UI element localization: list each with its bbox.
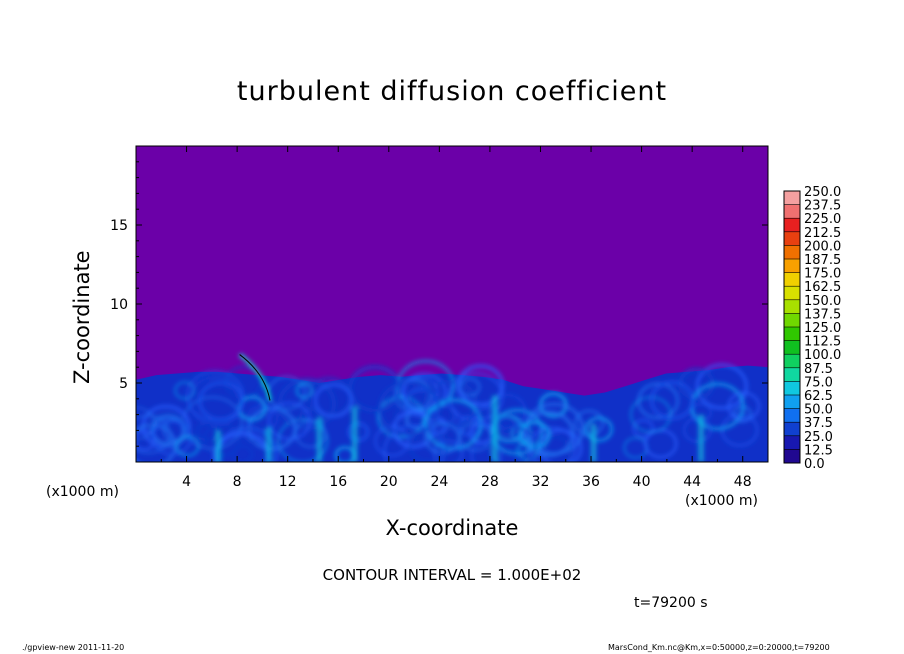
colorbar-swatch [784,286,800,301]
colorbar-swatch [784,272,800,287]
colorbar-swatch [784,340,800,355]
colorbar-level-label: 50.0 [804,403,833,418]
y-tick-label: 15 [110,218,128,234]
x-tick-label: 4 [182,474,191,490]
colorbar-level-label: 200.0 [804,239,841,254]
x-tick-label: 12 [279,474,297,490]
contour-interval: CONTOUR INTERVAL = 1.000E+02 [322,566,582,584]
chart-title: turbulent diffusion coefficient [236,76,668,107]
colorbar-swatch [784,395,800,410]
colorbar-swatch [784,231,800,246]
colorbar-level-label: 125.0 [804,321,841,336]
colorbar-level-label: 237.5 [804,199,841,214]
colorbar-swatch [784,435,800,450]
colorbar-level-label: 25.0 [804,430,833,445]
colorbar-level-label: 175.0 [804,267,841,282]
x-axis-label: X-coordinate [385,516,519,540]
colorbar-swatch [784,204,800,219]
colorbar-swatch [784,367,800,382]
colorbar-level-label: 37.5 [804,416,833,431]
colorbar-level-label: 137.5 [804,307,841,322]
x-tick-label: 16 [329,474,347,490]
colorbar-swatch [784,381,800,396]
x-unit-label-left: (x1000 m) [46,484,119,500]
colorbar-level-label: 150.0 [804,294,841,309]
colorbar-swatch [784,327,800,342]
x-tick-label: 32 [532,474,550,490]
turbulence-field [136,352,768,462]
colorbar-swatch [784,218,800,233]
colorbar-swatch [784,259,800,274]
time-label: t=79200 s [634,595,708,611]
colorbar: 250.0237.5225.0212.5200.0187.5175.0162.5… [783,185,841,472]
y-tick-label: 10 [110,297,128,313]
footer-source: MarsCond_Km.nc@Km,x=0:50000,z=0:20000,t=… [608,643,830,652]
colorbar-swatch [784,354,800,369]
x-tick-label: 40 [633,474,651,490]
colorbar-level-label: 100.0 [804,348,841,363]
x-axis: 4 8 12 16 20 24 28 32 36 40 44 48 [160,146,752,490]
x-tick-label: 28 [481,474,499,490]
x-unit-label-right: (x1000 m) [685,493,758,509]
x-tick-label: 48 [734,474,752,490]
colorbar-level-label: 187.5 [804,253,841,268]
colorbar-level-label: 250.0 [804,185,841,200]
colorbar-level-label: 0.0 [804,457,825,472]
colorbar-swatch [784,191,800,206]
y-tick-label: 5 [119,376,128,392]
colorbar-level-label: 75.0 [804,375,833,390]
colorbar-level-label: 162.5 [804,280,841,295]
colorbar-level-label: 112.5 [804,335,841,350]
footer-program: ./gpview-new 2011-11-20 [22,643,125,652]
colorbar-level-label: 62.5 [804,389,833,404]
x-tick-label: 44 [683,474,701,490]
colorbar-swatch [784,299,800,314]
colorbar-swatch [784,245,800,260]
x-tick-label: 36 [582,474,600,490]
colorbar-level-label: 225.0 [804,212,841,227]
colorbar-level-label: 212.5 [804,226,841,241]
colorbar-swatch [784,422,800,437]
y-axis: 5 10 15 [110,161,768,447]
y-axis-label: Z-coordinate [70,250,94,384]
eddy-texture [136,352,761,462]
colorbar-level-label: 87.5 [804,362,833,377]
x-tick-label: 24 [430,474,448,490]
colorbar-level-label: 12.5 [804,443,833,458]
x-tick-label: 8 [233,474,242,490]
colorbar-swatch [784,313,800,328]
colorbar-swatch [784,449,800,464]
colorbar-swatch [784,408,800,423]
x-tick-label: 20 [380,474,398,490]
